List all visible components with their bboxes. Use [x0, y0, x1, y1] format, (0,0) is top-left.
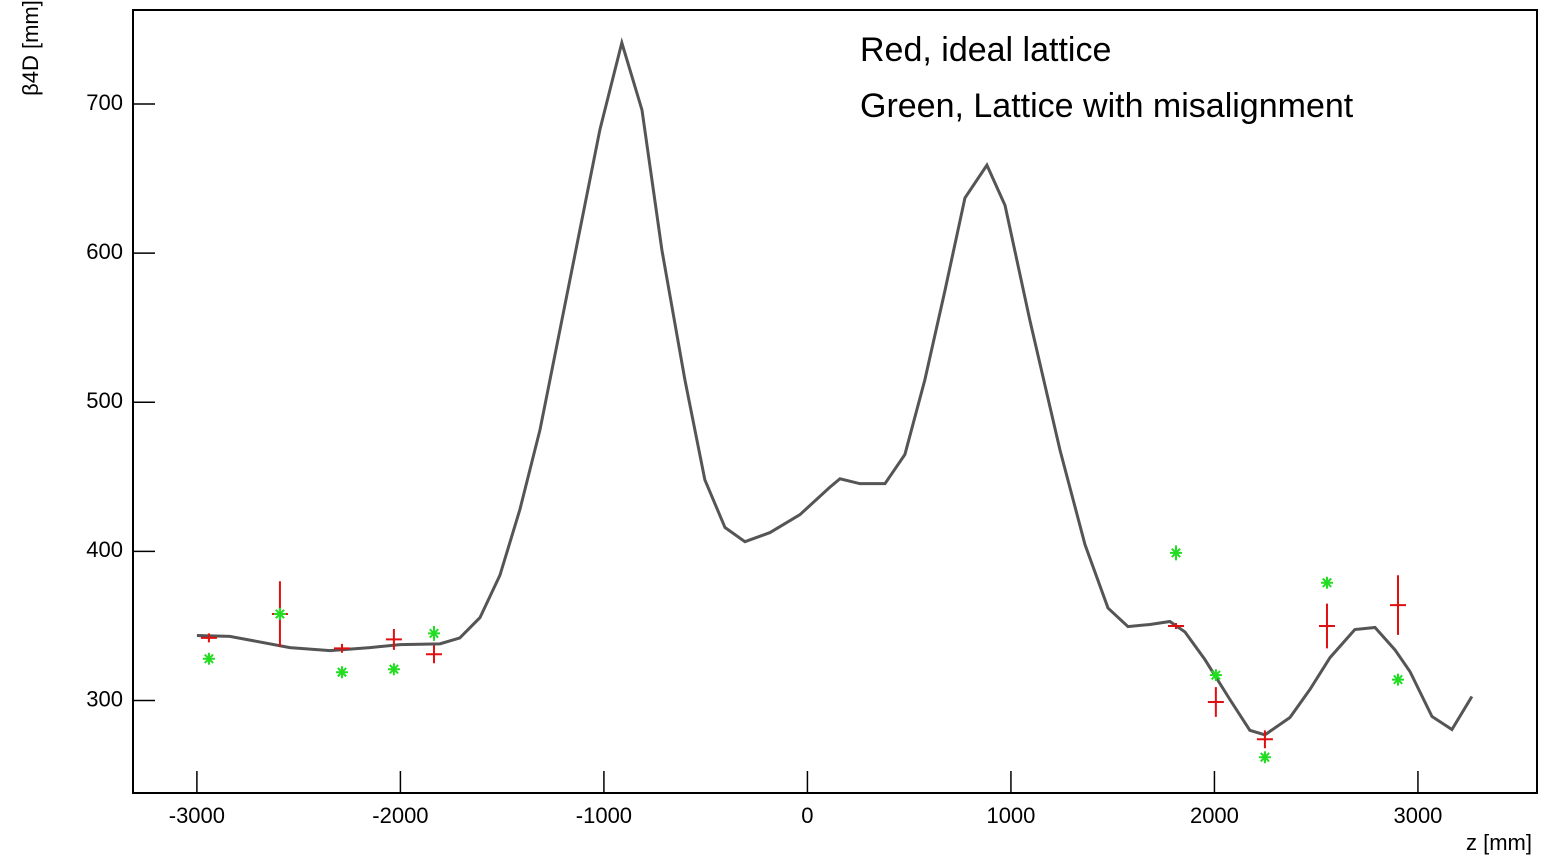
star-point: [1209, 669, 1222, 682]
error-point: [334, 643, 351, 653]
error-point: [1256, 730, 1273, 749]
x-tick-label: 0: [801, 803, 813, 828]
y-axis-label: β4D [mm]: [18, 0, 43, 96]
y-tick-label: 600: [86, 239, 123, 264]
y-tick-label: 500: [86, 388, 123, 413]
error-point: [425, 645, 442, 664]
annotation: Green, Lattice with misalignment: [860, 87, 1354, 125]
x-tick-label: -3000: [169, 803, 225, 828]
y-tick-label: 400: [86, 537, 123, 562]
error-point: [385, 628, 402, 650]
x-tick-label: -2000: [372, 803, 428, 828]
x-tick-label: 3000: [1393, 803, 1442, 828]
error-point: [200, 633, 217, 643]
star-point: [1320, 576, 1333, 589]
x-axis-label: z [mm]: [1466, 830, 1532, 855]
annotation: Red, ideal lattice: [860, 31, 1111, 69]
star-point: [1392, 673, 1404, 686]
error-point: [1167, 622, 1184, 629]
x-tick-label: 2000: [1190, 803, 1239, 828]
star-point: [427, 627, 440, 640]
error-point: [1390, 575, 1406, 635]
star-point: [336, 666, 349, 679]
x-tick-label: 1000: [986, 803, 1035, 828]
beta-line: [196, 37, 1474, 737]
error-point: [1318, 603, 1335, 649]
x-tick-label: -1000: [576, 803, 632, 828]
plot-frame: [132, 9, 1538, 794]
y-tick-label: 700: [86, 90, 123, 115]
star-point: [1169, 546, 1182, 559]
error-point: [1207, 687, 1224, 717]
star-point: [202, 652, 215, 665]
star-point: [387, 663, 400, 676]
star-point: [273, 608, 286, 621]
y-tick-label: 300: [86, 686, 123, 711]
star-point: [1258, 751, 1271, 764]
